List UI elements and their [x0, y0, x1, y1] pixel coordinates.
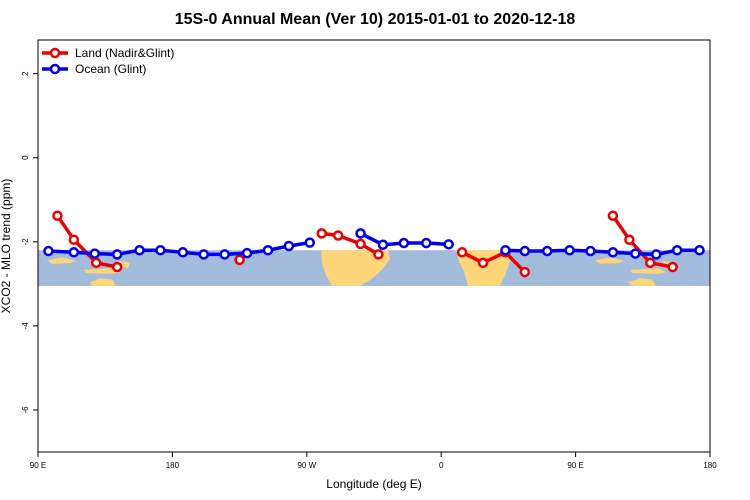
series-layer [43, 210, 705, 278]
data-point [262, 244, 274, 256]
data-point [43, 245, 54, 257]
y-tick-label: 0 [21, 155, 30, 160]
data-point [624, 234, 635, 245]
plot-frame [37, 39, 711, 453]
map-land-1 [458, 250, 510, 286]
data-point [304, 237, 316, 248]
axes: 90 E 180 90 W 0 90 E 180 2 0 -2 -4 -6 [21, 71, 717, 470]
data-point [694, 244, 705, 256]
series-line [461, 250, 527, 274]
data-point [355, 228, 366, 239]
x-tick-label: 90 E [567, 461, 583, 470]
data-point [219, 249, 230, 260]
data-point [111, 261, 123, 273]
data-point [456, 247, 468, 258]
data-point [234, 254, 245, 266]
data-point [500, 244, 511, 256]
x-tick-label: 180 [703, 461, 717, 470]
y-tick-label: -2 [21, 238, 30, 246]
series-1 [43, 228, 705, 260]
data-point [398, 237, 410, 249]
map-land-0 [321, 250, 390, 286]
x-tick-label: 0 [439, 461, 444, 470]
data-point [650, 249, 662, 260]
data-point [564, 244, 575, 256]
data-point [519, 245, 531, 257]
data-point [198, 249, 210, 260]
legend-label: Land (Nadir&Glint) [75, 46, 174, 60]
data-point [90, 257, 102, 269]
data-point [541, 245, 553, 257]
data-point [355, 238, 366, 250]
data-point [630, 248, 641, 259]
x-tick-label: 90 W [297, 461, 316, 470]
data-point [111, 249, 123, 260]
data-point [373, 249, 384, 260]
data-point [241, 247, 253, 259]
data-point [134, 244, 145, 256]
data-point [316, 228, 327, 239]
data-point [177, 247, 189, 258]
data-point [68, 247, 80, 258]
y-tick-label: -4 [21, 322, 30, 330]
legend-marker [49, 47, 61, 59]
legend-label: Ocean (Glint) [75, 62, 146, 76]
map-land-7 [630, 268, 666, 274]
x-axis-label: Longitude (deg E) [326, 477, 421, 491]
data-point [155, 244, 166, 256]
data-point [585, 245, 596, 257]
data-point [645, 257, 656, 269]
y-tick-label: 2 [21, 71, 30, 76]
legend-marker [49, 63, 61, 75]
map-land-6 [595, 257, 624, 264]
data-point [477, 257, 489, 269]
data-point [519, 266, 531, 278]
legend: Land (Nadir&Glint) Ocean (Glint) [42, 46, 174, 76]
chart-title: 15S-0 Annual Mean (Ver 10) 2015-01-01 to… [175, 11, 576, 28]
x-tick-label: 180 [166, 461, 180, 470]
data-point [667, 261, 678, 273]
data-point [421, 237, 432, 249]
series-line [505, 248, 700, 257]
map-land-2 [48, 257, 76, 264]
y-tick-label: -6 [21, 406, 30, 414]
y-axis-label: XCO2 - MLO trend (ppm) [0, 179, 13, 314]
data-point [671, 244, 683, 256]
series-0 [52, 210, 678, 278]
data-point [68, 234, 80, 245]
data-point [607, 247, 619, 258]
data-point [283, 240, 295, 252]
data-point [607, 210, 619, 221]
data-point [332, 230, 344, 241]
map-land-8 [628, 278, 656, 286]
data-point [443, 239, 454, 250]
x-tick-label: 90 E [30, 461, 46, 470]
data-point [89, 248, 100, 259]
map-land-3 [84, 268, 120, 274]
map-land-4 [90, 278, 116, 286]
series-line [321, 231, 380, 256]
data-point [377, 239, 389, 250]
data-point [52, 210, 63, 221]
